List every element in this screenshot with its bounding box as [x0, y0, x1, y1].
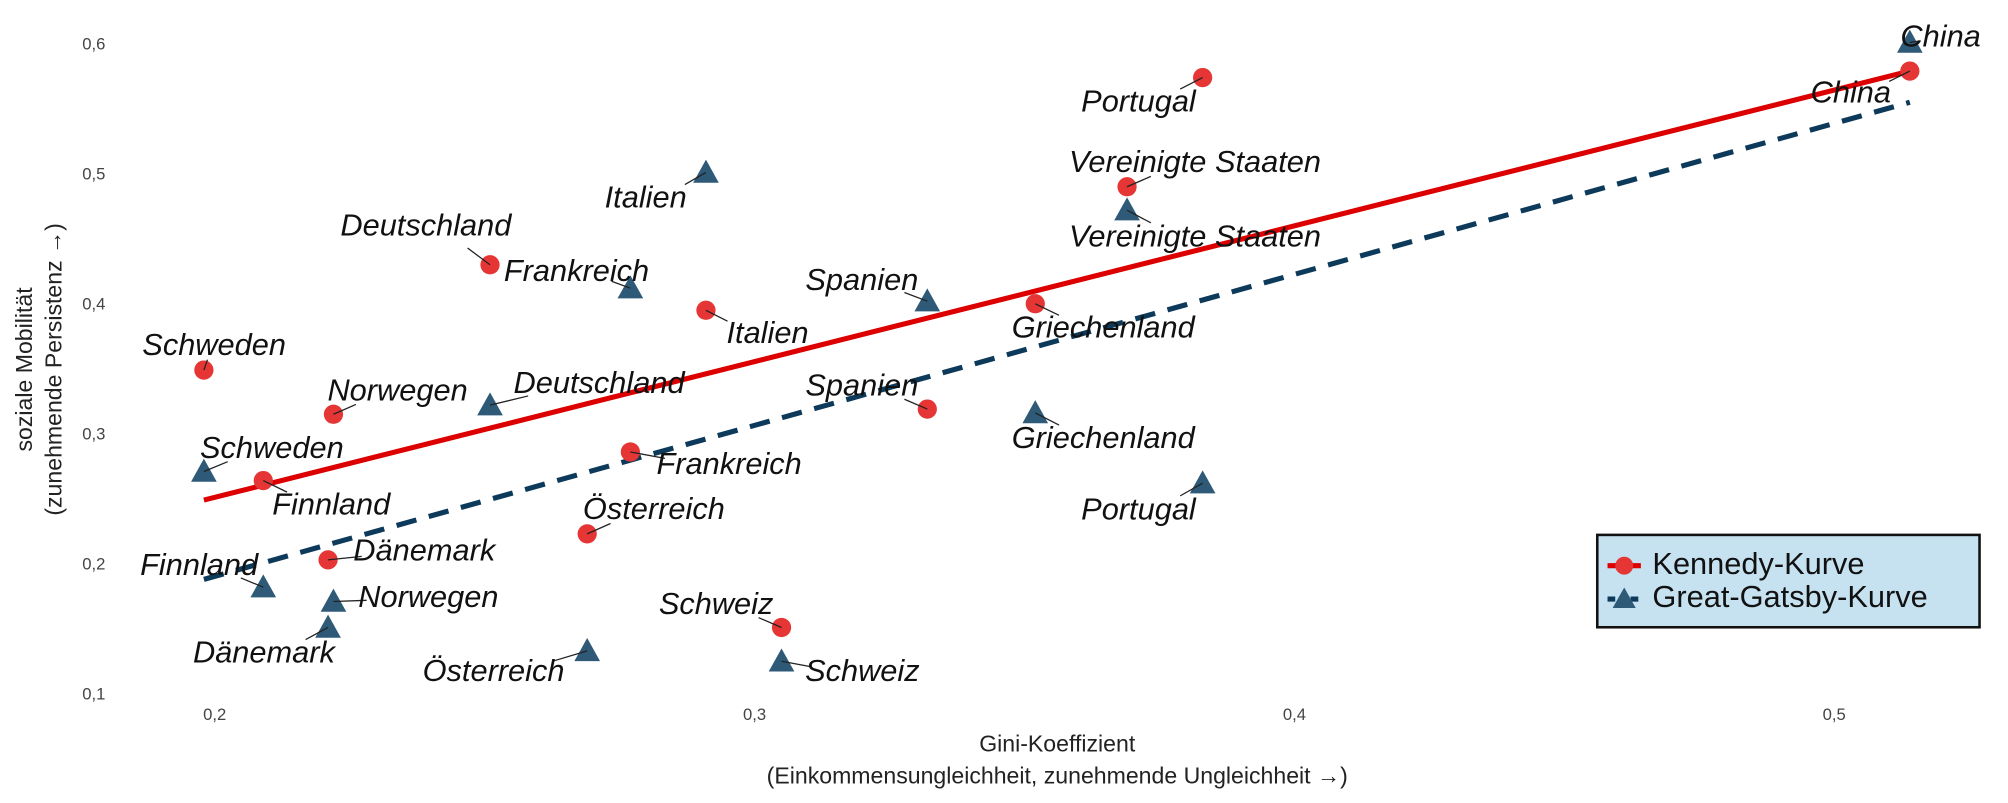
point-label: China — [1900, 19, 1980, 54]
label-connector — [305, 626, 329, 641]
point — [320, 588, 347, 612]
label-connector — [333, 599, 367, 603]
y-tick-label: 0,1 — [82, 684, 105, 703]
point — [768, 648, 795, 672]
point — [1193, 67, 1213, 88]
point-label: Griechenland — [1012, 310, 1196, 345]
point — [477, 392, 503, 416]
label-connector — [1909, 40, 1921, 44]
label-connector — [489, 395, 529, 406]
point-label: Norwegen — [358, 579, 498, 614]
legend-marker — [1612, 587, 1636, 609]
point-label: Finnland — [140, 547, 259, 582]
point — [1025, 294, 1045, 314]
label-connector — [611, 280, 631, 289]
y-tick-label: 0,4 — [82, 294, 105, 313]
label-connector — [333, 403, 357, 415]
label-connector — [904, 291, 928, 302]
point — [693, 159, 719, 183]
point-label: Spanien — [805, 367, 918, 402]
point — [1897, 29, 1923, 53]
x-tick-label: 0,2 — [203, 705, 226, 724]
point-label: Spanien — [805, 262, 918, 297]
point — [250, 574, 277, 598]
point-label: Dänemark — [353, 532, 497, 567]
point-label: Portugal — [1081, 83, 1197, 118]
point — [574, 638, 601, 662]
label-connector — [1034, 303, 1060, 316]
legend-marker — [1615, 556, 1634, 575]
point-label: Schweiz — [805, 653, 920, 688]
y-tick-label: 0,6 — [82, 34, 105, 53]
trend-line — [203, 99, 1911, 582]
legend-label: Great-Gatsby-Kurve — [1652, 579, 1927, 614]
legend-box — [1595, 533, 1981, 629]
point — [914, 288, 941, 312]
x-tick-label: 0,3 — [743, 705, 766, 724]
label-connector — [1126, 175, 1152, 188]
label-connector — [630, 451, 666, 459]
trend-line — [203, 68, 1911, 503]
point-label: Vereinigte Staaten — [1069, 219, 1321, 254]
point-label: Schweiz — [659, 586, 774, 621]
point-label: Deutschland — [514, 365, 686, 400]
y-tick-label: 0,5 — [82, 164, 105, 183]
label-connector — [240, 577, 264, 588]
label-connector — [262, 479, 288, 493]
label-connector — [203, 359, 209, 371]
label-connector — [1126, 209, 1152, 224]
legend-label: Kennedy-Kurve — [1652, 546, 1864, 581]
y-tick-label: 0,3 — [82, 424, 105, 443]
label-connector — [554, 650, 588, 662]
point — [1114, 197, 1140, 221]
label-connector — [781, 660, 810, 668]
x-axis-title: Gini-Koeffizient — [979, 730, 1136, 756]
y-axis-title: soziale Mobilität — [11, 287, 37, 452]
point — [315, 614, 341, 638]
point-label: Dänemark — [193, 635, 337, 670]
label-connector — [1179, 482, 1203, 497]
label-connector — [705, 309, 728, 322]
point-label: Griechenland — [1012, 420, 1196, 455]
label-connector — [1179, 76, 1203, 90]
label-connector — [203, 461, 228, 473]
label-connector — [904, 398, 928, 410]
point — [617, 275, 644, 299]
point-label: Vereinigte Staaten — [1069, 144, 1321, 179]
label-connector — [467, 247, 491, 266]
point-label: Portugal — [1081, 492, 1197, 527]
point-label: Italien — [605, 180, 687, 215]
point-label: Frankreich — [656, 446, 801, 481]
point-label: Frankreich — [504, 253, 649, 288]
point-label: Norwegen — [327, 373, 467, 408]
x-tick-label: 0,4 — [1283, 705, 1306, 724]
point — [1189, 470, 1216, 494]
point-label: Österreich — [583, 491, 725, 526]
point-label: Österreich — [423, 653, 565, 688]
y-tick-label: 0,2 — [82, 554, 105, 573]
x-axis-title: (Einkommensungleichheit, zunehmende Ungl… — [767, 762, 1348, 788]
y-axis-title: (zunehmende Persistenz →) — [41, 223, 67, 515]
x-tick-label: 0,5 — [1823, 705, 1846, 724]
point — [1022, 400, 1049, 424]
label-connector — [586, 522, 611, 535]
point — [191, 458, 217, 482]
label-connector — [684, 171, 707, 186]
label-connector — [1034, 412, 1060, 426]
point-label: Schweden — [200, 430, 344, 465]
label-connector — [1888, 70, 1911, 83]
point-label: Italien — [726, 315, 808, 350]
label-connector — [758, 617, 782, 629]
label-connector — [327, 555, 362, 561]
point-label: Deutschland — [340, 208, 512, 243]
point-label: Finnland — [272, 486, 391, 521]
point-label: Schweden — [142, 327, 286, 362]
point-label: China — [1811, 74, 1891, 109]
